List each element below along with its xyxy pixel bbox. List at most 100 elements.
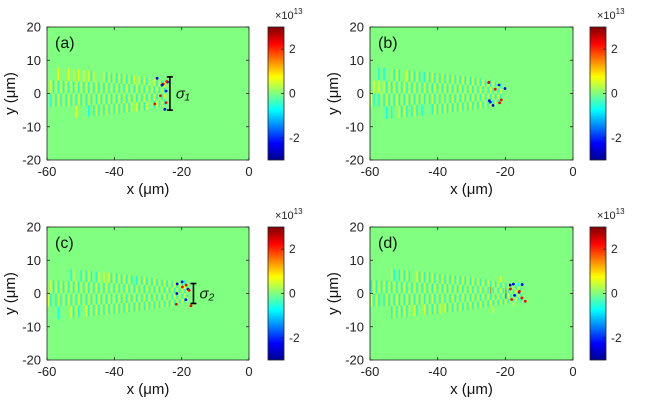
field-stripe [484, 100, 487, 108]
field-stripe [423, 293, 426, 305]
field-stripe [143, 285, 146, 294]
field-stripe [464, 285, 466, 294]
field-stripe [55, 67, 57, 81]
field-stripe [77, 81, 80, 94]
field-stripe [492, 80, 494, 88]
field-stripe [388, 256, 390, 269]
field-stripe [464, 276, 466, 286]
field-stripe [125, 302, 128, 313]
field-stripe [467, 101, 469, 111]
field-stripe [439, 293, 441, 304]
field-stripe [151, 309, 153, 317]
field-stripe [418, 60, 421, 72]
field-stripe [181, 298, 183, 304]
field-stripe [57, 106, 60, 120]
field-stripe [444, 303, 446, 313]
field-stripe [451, 102, 454, 113]
field-stripe [446, 265, 449, 275]
field-stripe [378, 54, 380, 68]
field-stripe [507, 288, 510, 294]
field-stripe [426, 314, 428, 326]
field-stripe [146, 101, 148, 110]
field-stripe [123, 64, 125, 75]
field-stripe [418, 315, 421, 327]
field-stripe [128, 293, 130, 303]
field-stripe [500, 299, 502, 305]
field-stripe [436, 113, 439, 125]
field-stripe [93, 259, 95, 272]
field-stripe [113, 72, 115, 84]
field-stripe [171, 293, 173, 300]
field-stripe [95, 282, 98, 294]
field-stripe [375, 254, 378, 268]
field-stripe [181, 293, 183, 299]
field-stripe [396, 117, 398, 131]
field-stripe [456, 275, 459, 285]
field-stripe [83, 81, 85, 94]
field-stripe [464, 310, 466, 319]
field-stripe [95, 104, 98, 116]
field-stripe [123, 312, 125, 323]
field-stripe [459, 310, 461, 320]
field-stripe [141, 268, 143, 277]
field-stripe [120, 93, 123, 104]
field-stripe [439, 113, 441, 124]
field-stripe [477, 101, 479, 109]
field-stripe [90, 59, 92, 71]
field-stripe [418, 293, 421, 305]
field-stripe [100, 115, 103, 127]
field-stripe [439, 103, 441, 114]
field-stripe [370, 80, 373, 94]
field-stripe [158, 286, 161, 294]
field-stripe [141, 102, 143, 111]
field-stripe [90, 104, 92, 117]
field-stripe [138, 84, 140, 94]
field-stripe [100, 304, 103, 316]
field-stripe [472, 93, 474, 102]
field-stripe [411, 105, 413, 117]
field-stripe [136, 302, 138, 312]
field-stripe [146, 109, 148, 118]
field-stripe [148, 269, 151, 278]
field-stripe [90, 304, 92, 317]
field-stripe [474, 270, 477, 279]
field-stripe [512, 280, 515, 285]
field-stripe [75, 57, 77, 70]
field-stripe [418, 71, 421, 83]
field-stripe [60, 55, 62, 68]
field-stripe [93, 93, 95, 105]
field-stripe [456, 84, 459, 94]
field-stripe [459, 293, 461, 303]
field-stripe [398, 69, 400, 82]
field-stripe [57, 93, 60, 107]
field-stripe [451, 265, 454, 276]
field-stripe [130, 84, 133, 94]
field-stripe [138, 102, 140, 111]
field-stripe [88, 304, 90, 317]
field-stripe [166, 300, 168, 307]
field-stripe [166, 286, 168, 294]
y-tick-label: 0 [357, 86, 364, 101]
x-tick-label: -20 [496, 364, 515, 379]
field-stripe [103, 82, 105, 94]
field-stripe [411, 70, 413, 82]
field-stripe [441, 293, 444, 304]
field-stripe [148, 69, 151, 78]
field-stripe [153, 285, 156, 294]
field-stripe [80, 305, 82, 318]
field-stripe [484, 293, 487, 301]
field-stripe [390, 268, 393, 282]
field-stripe [163, 273, 166, 280]
field-stripe [413, 304, 416, 317]
y-tick-label: 20 [350, 220, 364, 235]
field-stripe [482, 300, 484, 308]
field-stripe [390, 81, 393, 94]
field-stripe [500, 78, 502, 84]
field-stripe [120, 274, 123, 284]
field-stripe [500, 304, 502, 311]
field-stripe [65, 55, 67, 69]
field-stripe [505, 283, 507, 289]
field-stripe [385, 306, 388, 319]
field-stripe [487, 107, 489, 114]
field-stripe [168, 293, 171, 300]
